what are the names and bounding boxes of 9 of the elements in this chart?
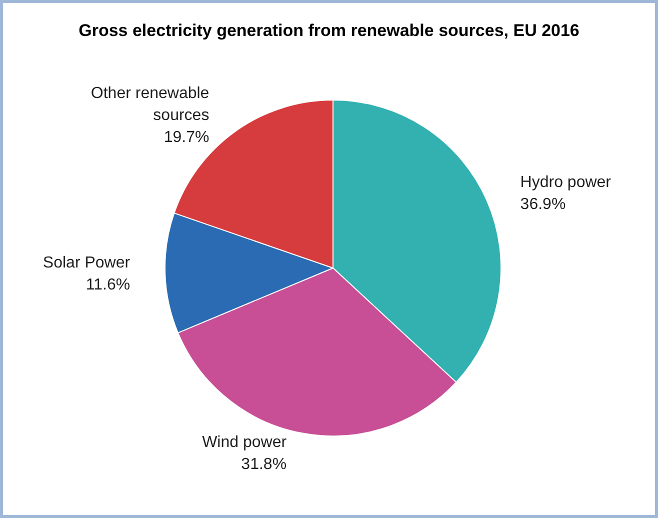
slice-label: Solar Power (42, 254, 131, 272)
slice-label: Wind power (202, 434, 288, 452)
data-label: 11.6% (86, 276, 130, 294)
chart-title: Gross electricity generation from renewable sources, EU 2016 (78, 21, 580, 40)
data-label: 19.7% (164, 129, 210, 146)
data-label: 31.8% (241, 456, 287, 474)
slice-label: Other renewable sources (90, 85, 210, 124)
slice-label: Hydro power (520, 174, 612, 191)
data-label: 36.9% (520, 196, 566, 213)
